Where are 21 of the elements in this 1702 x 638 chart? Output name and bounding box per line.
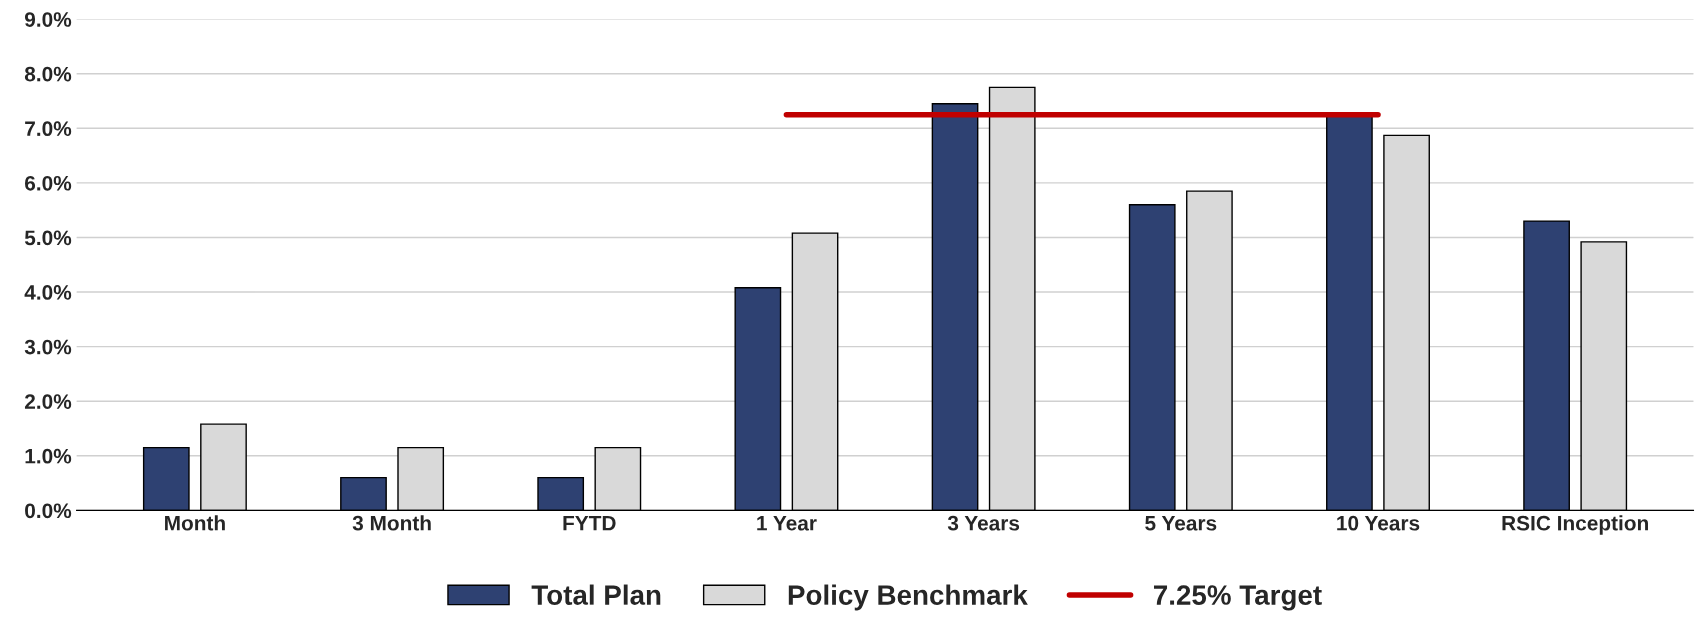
- x-tick-label: 5 Years: [1145, 516, 1217, 531]
- x-tick-label: RSIC Inception: [1502, 515, 1648, 535]
- y-tick-label: 0.0%: [25, 503, 72, 519]
- y-tick-label: 6.0%: [25, 175, 72, 191]
- y-tick-label: 8.0%: [24, 66, 72, 82]
- x-tick-label: FYTD: [563, 516, 616, 531]
- y-tick-label: 7.0%: [25, 121, 72, 137]
- legend-label: Total Plan: [531, 584, 661, 605]
- legend-label: 7.25% Target: [1154, 585, 1322, 611]
- x-tick-label: 3 Years: [947, 515, 1020, 531]
- y-tick-label: 1.0%: [25, 448, 72, 464]
- legend-label: Policy Benchmark: [788, 584, 1028, 611]
- x-tick-label: 3 Month: [352, 515, 431, 531]
- y-tick-label: 3.0%: [24, 339, 72, 355]
- y-tick-label: 2.0%: [24, 394, 72, 409]
- x-tick-label: 1 Year: [757, 516, 817, 531]
- x-tick-label: 10 Years: [1337, 515, 1420, 531]
- y-tick-label: 9.0%: [24, 12, 72, 27]
- y-tick-label: 5.0%: [24, 230, 72, 246]
- y-tick-label: 4.0%: [24, 285, 72, 300]
- x-tick-label: Month: [165, 515, 225, 531]
